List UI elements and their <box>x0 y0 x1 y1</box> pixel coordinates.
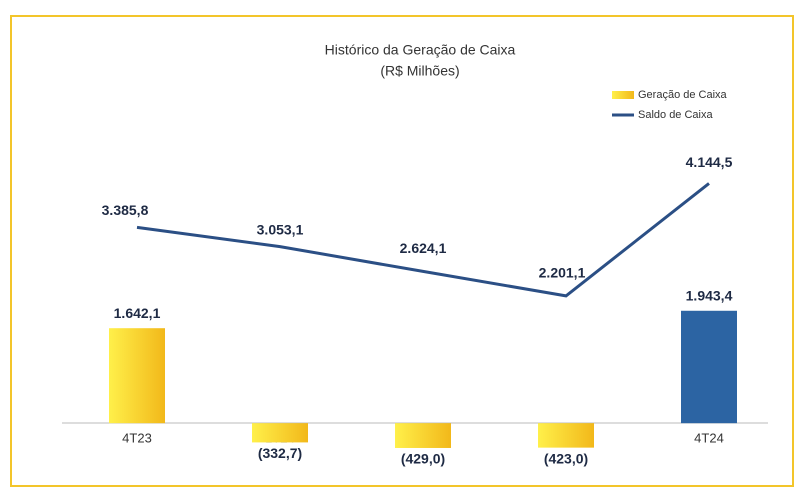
legend-label: Saldo de Caixa <box>638 109 713 121</box>
x-tick-label: 4T24 <box>694 430 724 445</box>
legend-label: Geração de Caixa <box>638 89 728 101</box>
line <box>136 182 710 298</box>
bar <box>109 328 165 424</box>
chart-subtitle: (R$ Milhões) <box>380 63 459 79</box>
bar <box>252 423 308 443</box>
chart-title: Histórico da Geração de Caixa <box>325 42 516 58</box>
line-value-label: 3.053,1 <box>257 221 304 237</box>
bar-value-label: (429,0) <box>401 451 445 467</box>
bar-value-label: 1.943,4 <box>686 287 733 303</box>
line-value-label: 3.385,8 <box>102 202 149 218</box>
bar <box>395 423 451 448</box>
x-tick-label: 4T23 <box>122 430 152 445</box>
bar <box>681 310 737 424</box>
line-value-label: 4.144,5 <box>686 154 733 170</box>
bar-value-label: (332,7) <box>258 445 302 461</box>
bar <box>538 423 594 448</box>
legend-swatch <box>612 91 634 99</box>
bar-value-label: (423,0) <box>544 450 588 466</box>
bar-value-label: 1.642,1 <box>114 305 161 321</box>
line-value-label: 2.201,1 <box>539 265 586 281</box>
line-value-label: 2.624,1 <box>400 240 447 256</box>
